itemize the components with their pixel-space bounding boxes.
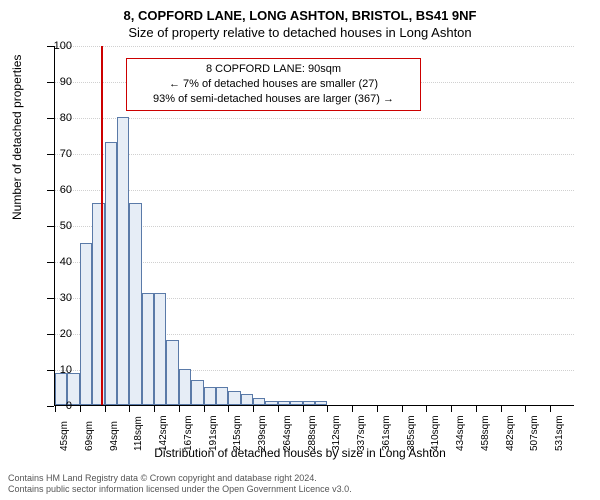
histogram-bar <box>228 391 240 405</box>
y-tick-label: 10 <box>42 364 72 376</box>
footer-line1: Contains HM Land Registry data © Crown c… <box>8 473 352 485</box>
y-tick-label: 90 <box>42 76 72 88</box>
histogram-bar <box>179 369 191 405</box>
x-tick <box>204 406 205 412</box>
x-tick <box>228 406 229 412</box>
x-tick <box>550 406 551 412</box>
chart-subtitle: Size of property relative to detached ho… <box>0 23 600 40</box>
annotation-line2: ← 7% of detached houses are smaller (27) <box>135 77 412 92</box>
gridline <box>55 190 574 191</box>
y-tick-label: 50 <box>42 220 72 232</box>
annotation-box: 8 COPFORD LANE: 90sqm ← 7% of detached h… <box>126 58 421 111</box>
gridline <box>55 46 574 47</box>
x-tick <box>253 406 254 412</box>
gridline <box>55 118 574 119</box>
x-tick <box>377 406 378 412</box>
histogram-bar <box>154 293 166 405</box>
histogram-bar <box>166 340 178 405</box>
gridline <box>55 154 574 155</box>
y-tick-label: 30 <box>42 292 72 304</box>
y-tick-label: 70 <box>42 148 72 160</box>
histogram-bar <box>253 398 265 405</box>
histogram-bar <box>315 401 327 405</box>
x-tick <box>402 406 403 412</box>
annotation-line3: 93% of semi-detached houses are larger (… <box>135 92 412 107</box>
histogram-bar <box>191 380 203 405</box>
x-tick <box>352 406 353 412</box>
footer-attribution: Contains HM Land Registry data © Crown c… <box>8 473 352 496</box>
x-tick <box>303 406 304 412</box>
x-tick <box>476 406 477 412</box>
y-tick-label: 100 <box>42 40 72 52</box>
y-tick-label: 0 <box>42 400 72 412</box>
x-tick <box>105 406 106 412</box>
histogram-bar <box>290 401 302 405</box>
x-tick <box>278 406 279 412</box>
x-tick <box>525 406 526 412</box>
y-tick-label: 80 <box>42 112 72 124</box>
x-tick <box>451 406 452 412</box>
x-tick <box>154 406 155 412</box>
histogram-bar <box>80 243 92 405</box>
histogram-bar <box>303 401 315 405</box>
histogram-bar <box>265 401 277 405</box>
histogram-bar <box>117 117 129 405</box>
histogram-bar <box>204 387 216 405</box>
x-tick <box>501 406 502 412</box>
y-tick-label: 40 <box>42 256 72 268</box>
chart-container: 8, COPFORD LANE, LONG ASHTON, BRISTOL, B… <box>0 0 600 500</box>
histogram-bar <box>105 142 117 405</box>
histogram-bar <box>278 401 290 405</box>
histogram-bar <box>129 203 141 405</box>
chart-area: 45sqm69sqm94sqm118sqm142sqm167sqm191sqm2… <box>54 46 574 406</box>
histogram-bar <box>216 387 228 405</box>
marker-line <box>101 46 103 405</box>
x-tick <box>80 406 81 412</box>
x-tick <box>426 406 427 412</box>
histogram-bar <box>142 293 154 405</box>
footer-line2: Contains public sector information licen… <box>8 484 352 496</box>
x-tick <box>179 406 180 412</box>
x-axis-label: Distribution of detached houses by size … <box>0 446 600 460</box>
x-tick <box>129 406 130 412</box>
x-tick <box>327 406 328 412</box>
chart-title-address: 8, COPFORD LANE, LONG ASHTON, BRISTOL, B… <box>0 0 600 23</box>
y-tick-label: 60 <box>42 184 72 196</box>
y-tick-label: 20 <box>42 328 72 340</box>
annotation-line1: 8 COPFORD LANE: 90sqm <box>135 62 412 77</box>
y-axis-label: Number of detached properties <box>10 55 24 220</box>
histogram-bar <box>241 394 253 405</box>
